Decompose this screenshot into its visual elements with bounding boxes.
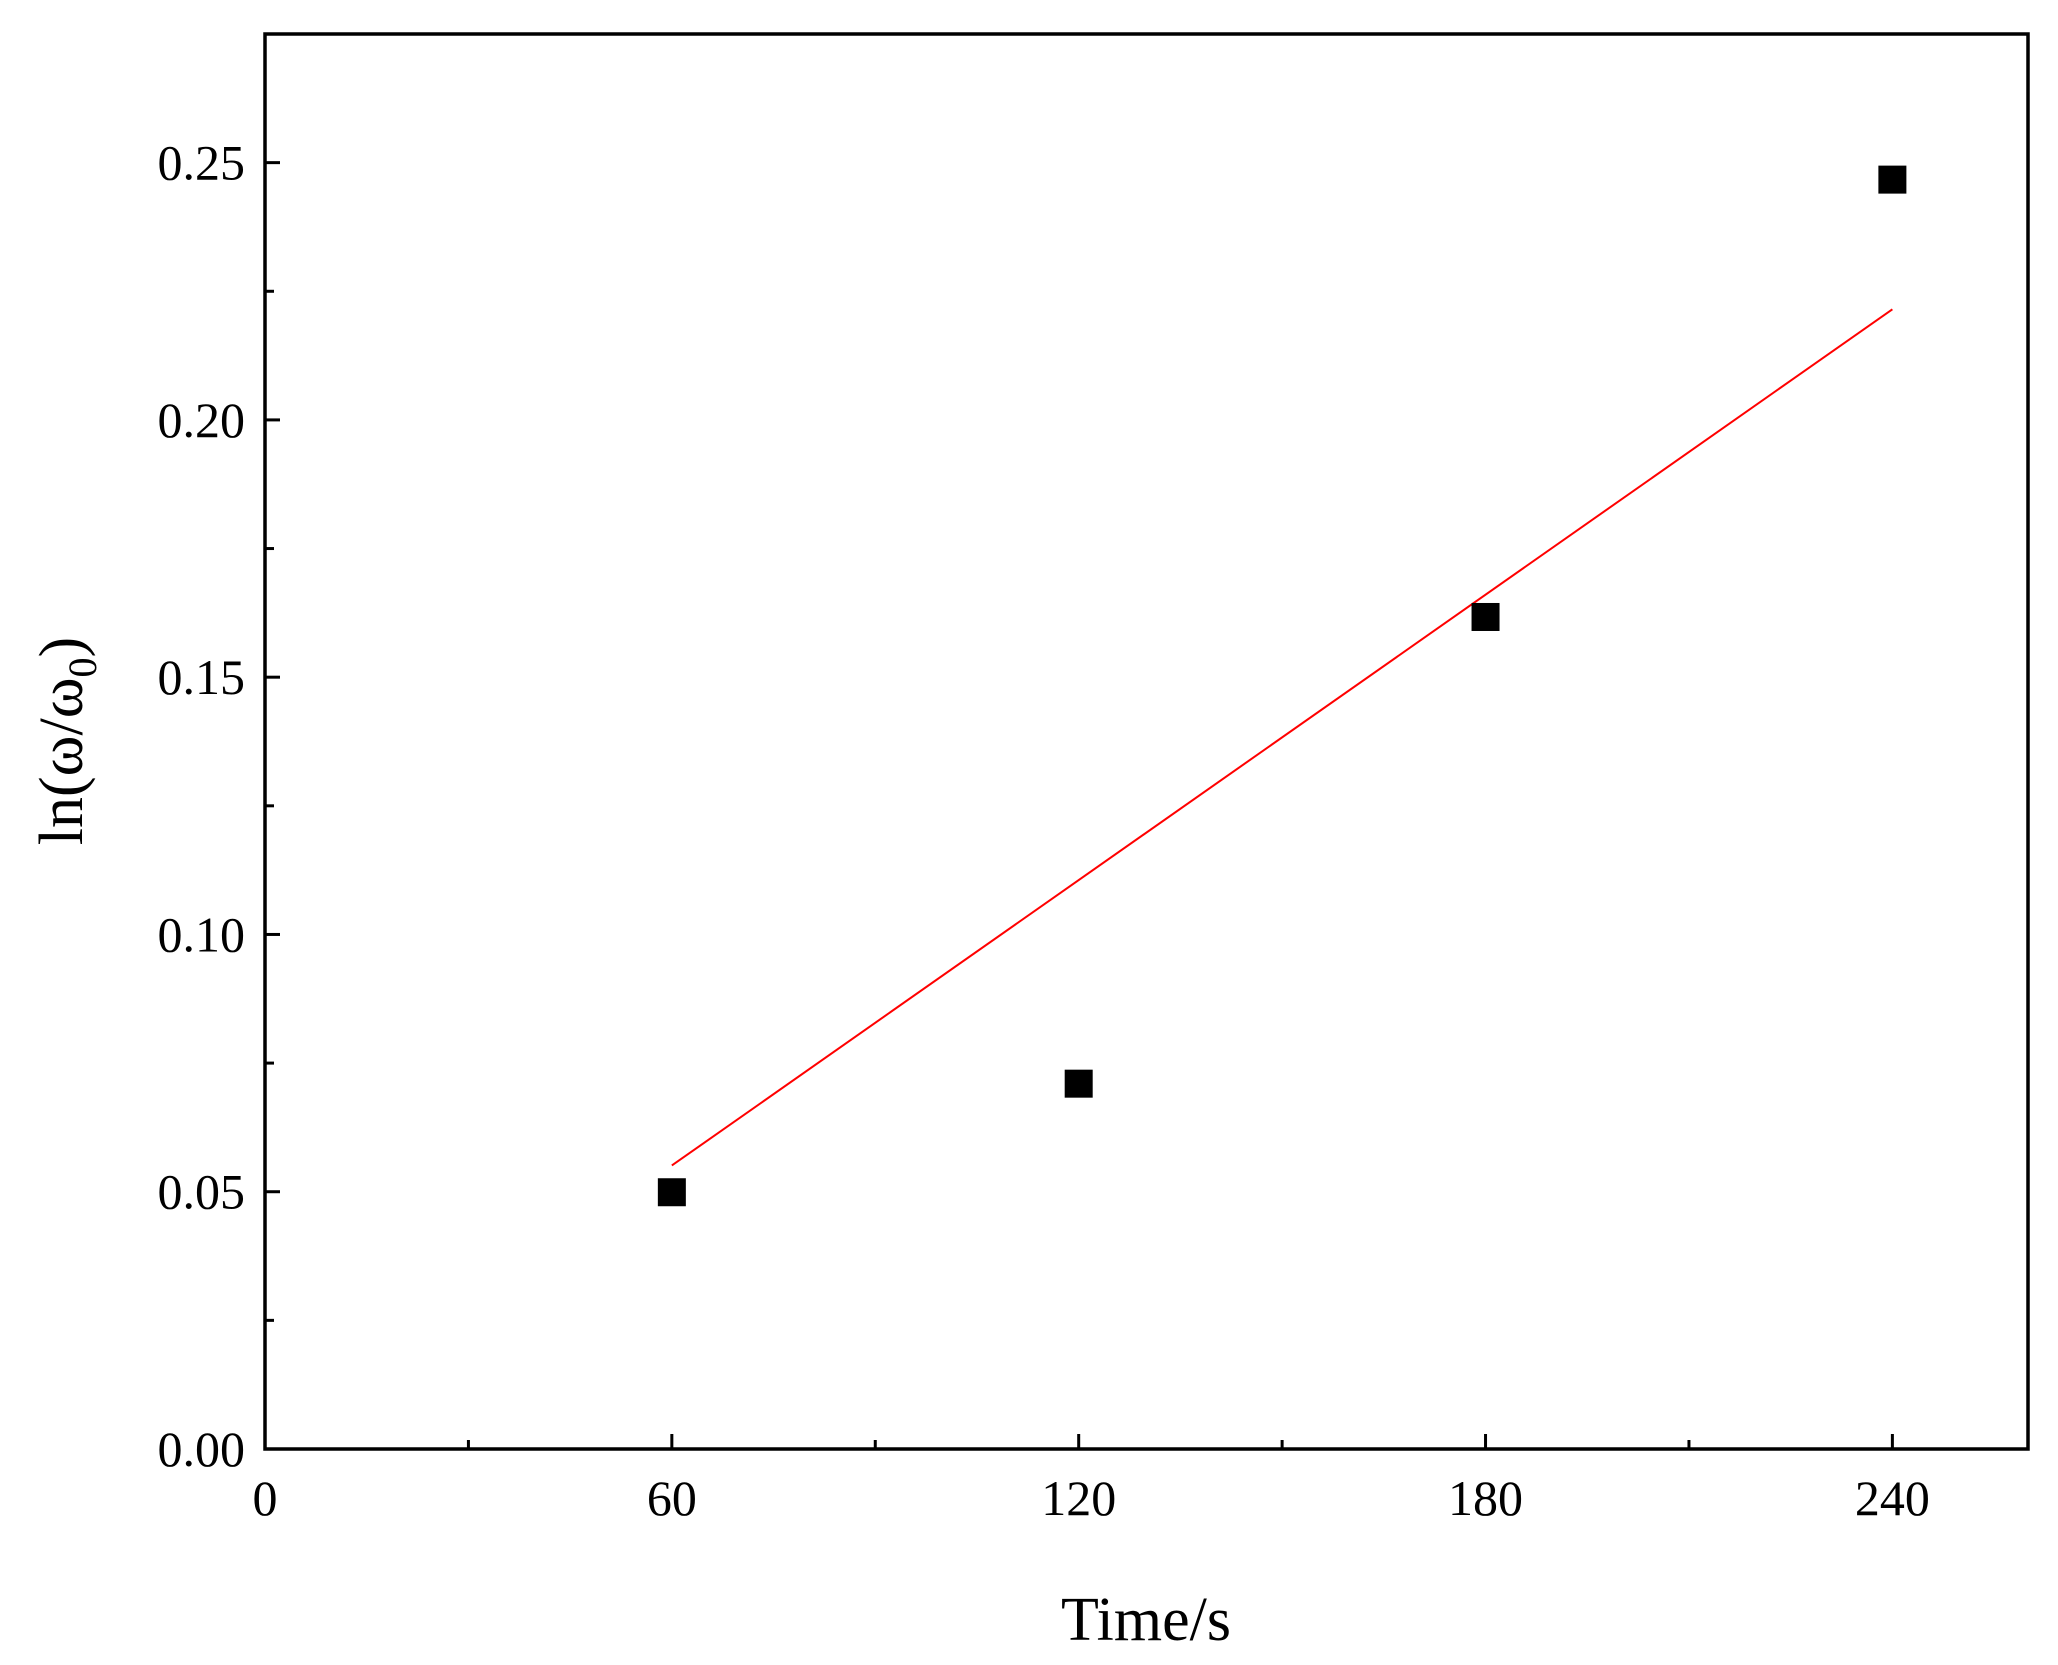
y-axis-title-close: ) xyxy=(28,637,96,658)
x-tick-label: 120 xyxy=(1041,1470,1116,1526)
y-tick-label: 0.25 xyxy=(158,135,246,191)
x-tick-label: 60 xyxy=(647,1470,697,1526)
x-axis-title: Time/s xyxy=(1061,1586,1231,1654)
x-tick-label: 240 xyxy=(1855,1470,1930,1526)
data-point xyxy=(1878,165,1907,194)
y-tick-label: 0.20 xyxy=(158,392,246,448)
y-tick-label: 0.05 xyxy=(158,1164,246,1220)
linear-fit-line xyxy=(671,308,1893,1167)
y-axis-title: ln(ω/ω0) xyxy=(28,637,105,845)
plot-frame xyxy=(263,32,2030,1451)
x-tick-label: 180 xyxy=(1448,1470,1523,1526)
y-tick-label: 0.15 xyxy=(158,649,246,705)
y-tick-label: 0.10 xyxy=(158,906,246,962)
y-axis-title-subscript: 0 xyxy=(60,657,105,677)
y-tick-label: 0.00 xyxy=(158,1421,246,1477)
data-point xyxy=(1471,602,1500,631)
data-point xyxy=(1064,1069,1093,1098)
data-point xyxy=(657,1178,686,1207)
y-axis-title-main: ln(ω/ω xyxy=(28,677,96,845)
x-tick-label: 0 xyxy=(253,1470,278,1526)
